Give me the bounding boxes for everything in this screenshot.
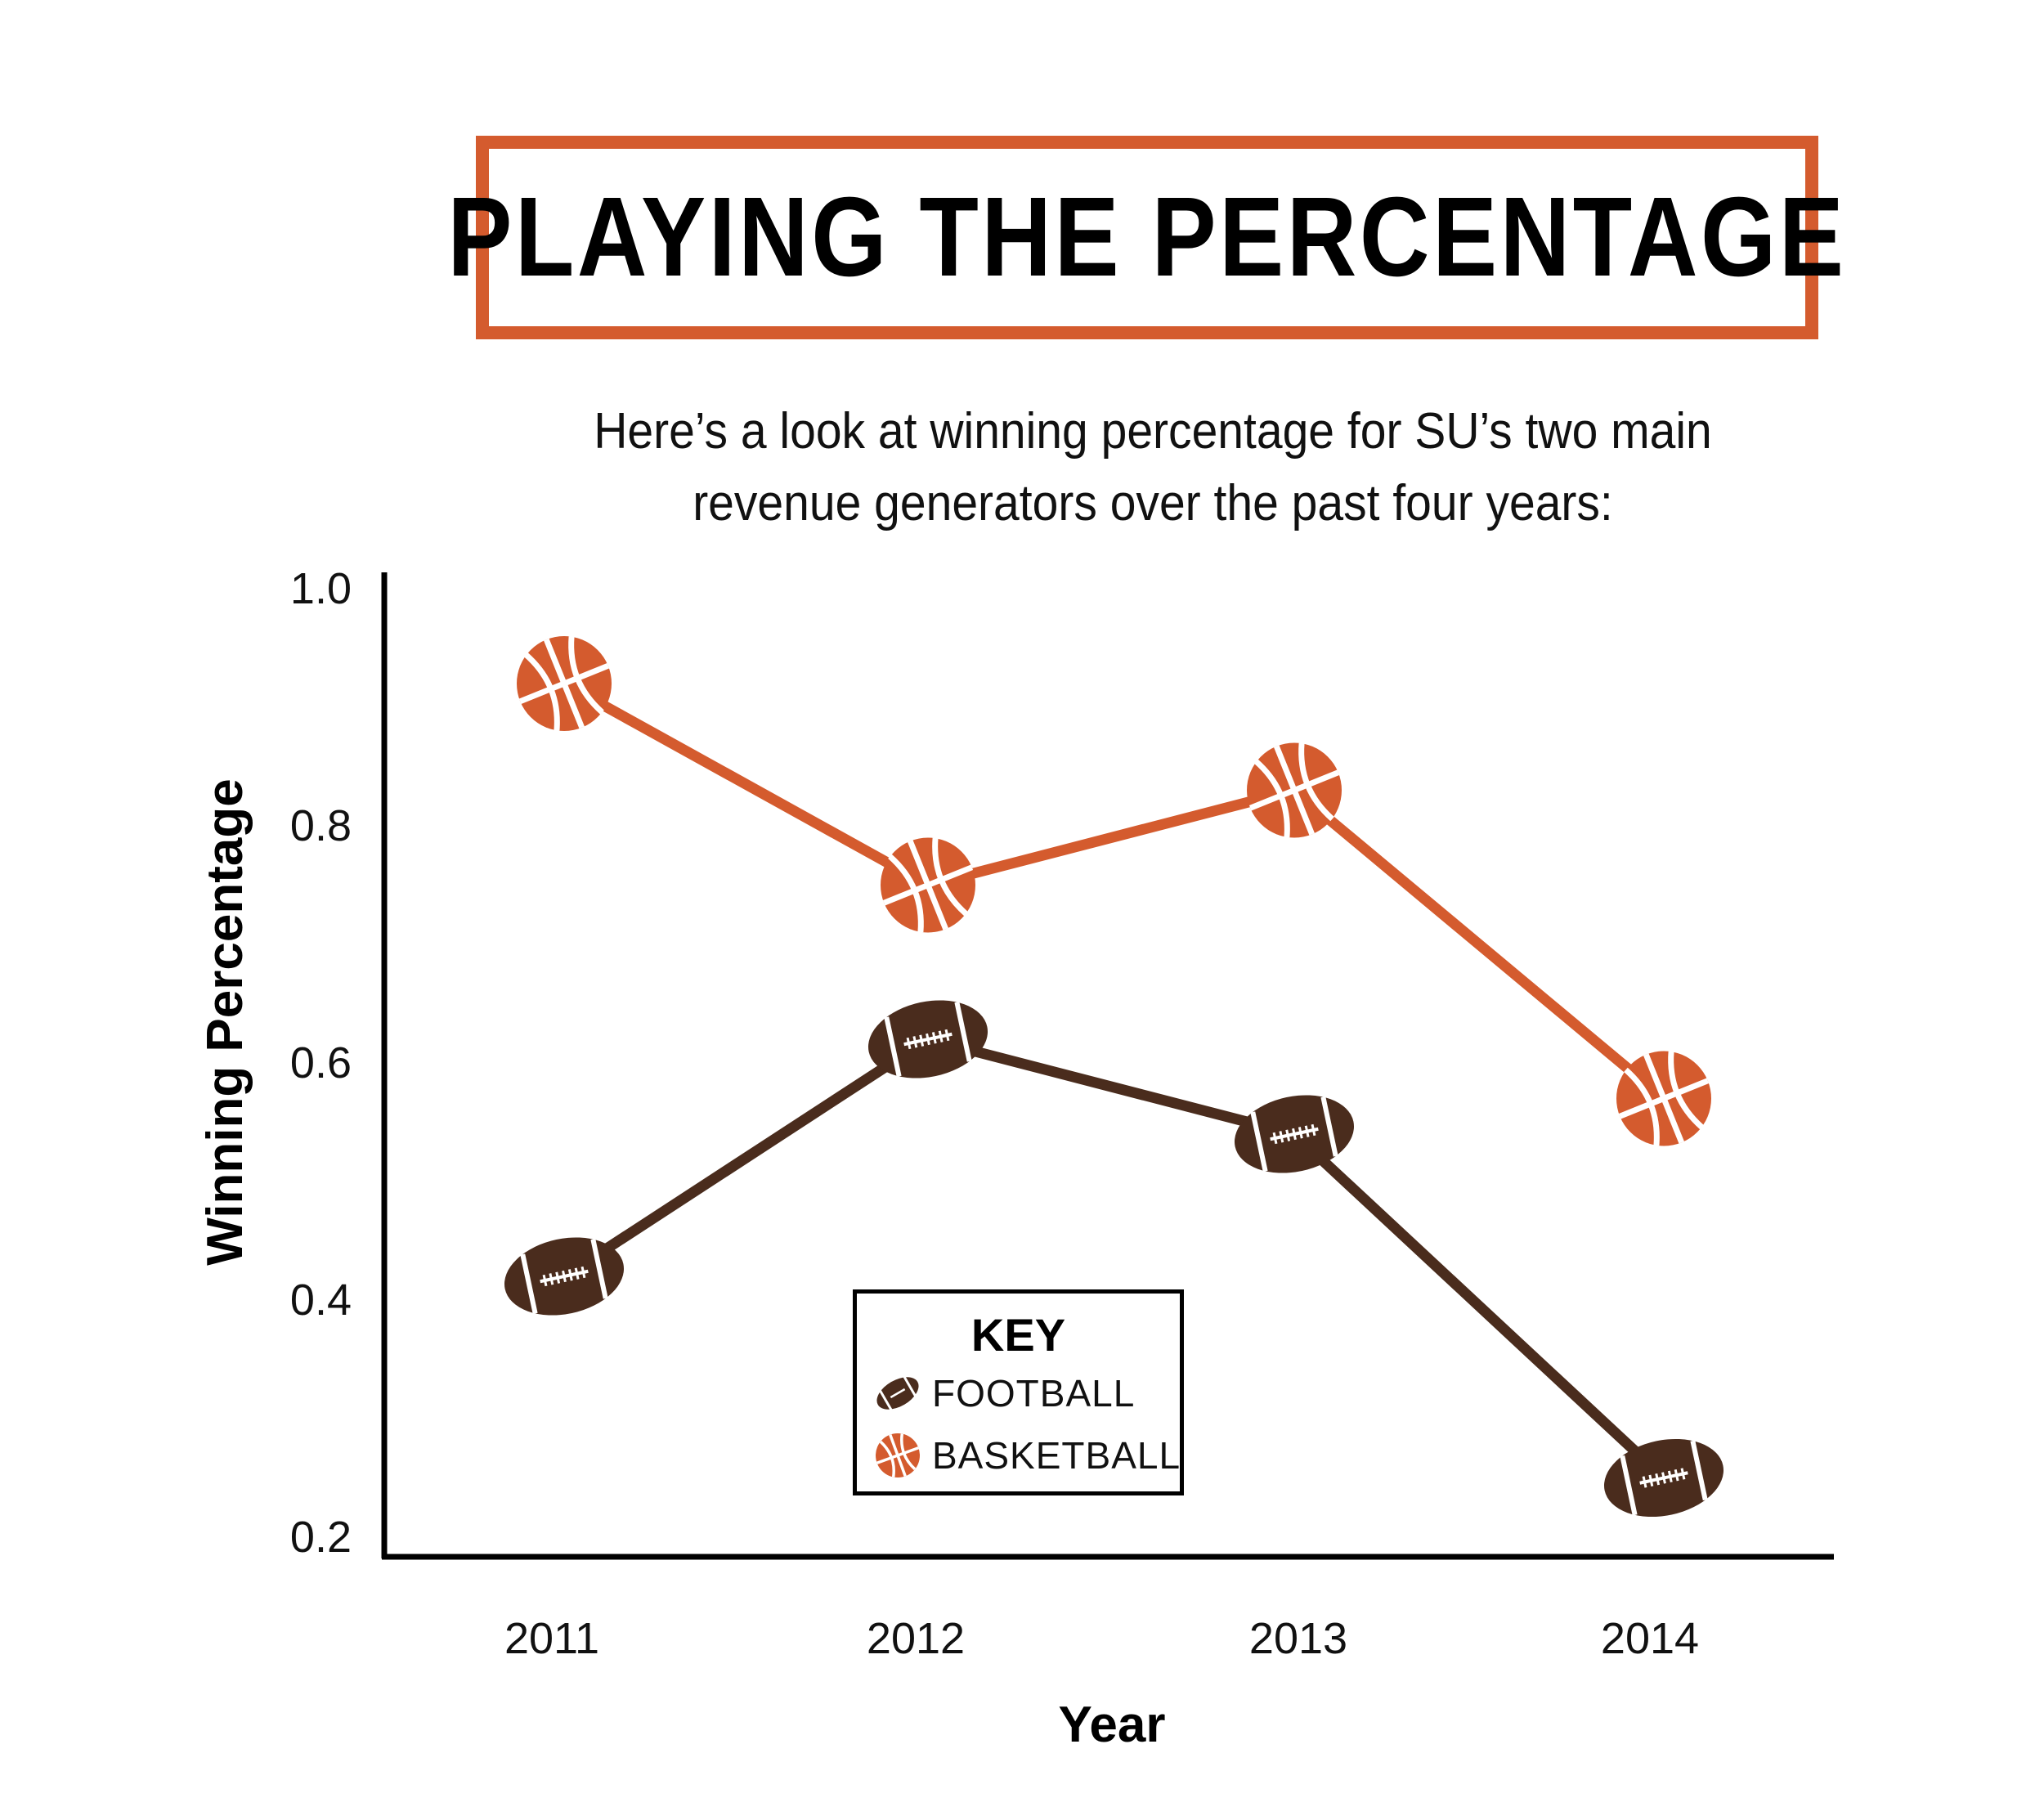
basketball-point	[1616, 1051, 1711, 1146]
legend-label-football: FOOTBALL	[932, 1372, 1136, 1415]
x-axis-title: Year	[1058, 1697, 1165, 1753]
y-tick-label: 0.6	[290, 1038, 352, 1087]
legend: KEY FOOTBALL BASKETBALL	[853, 1289, 1184, 1495]
y-tick-labels: 1.0 0.8 0.6 0.4 0.2	[290, 564, 352, 1562]
y-tick-label: 0.4	[290, 1276, 352, 1325]
basketball-icon	[876, 1433, 920, 1477]
basketball-series-line	[561, 679, 1668, 1103]
y-tick-label: 0.2	[290, 1513, 352, 1562]
x-tick-label: 2014	[1601, 1614, 1699, 1663]
football-point	[1234, 1095, 1355, 1173]
football-icon	[876, 1374, 919, 1413]
basketball-point	[881, 837, 975, 933]
y-tick-label: 1.0	[290, 564, 352, 613]
football-series-line	[561, 1034, 1668, 1482]
subtitle-line-1: Here’s a look at winning percentage for …	[594, 403, 1712, 460]
y-axis-title: Winning Percentage	[197, 778, 253, 1265]
subtitle-line-2: revenue generators over the past four ye…	[693, 475, 1613, 531]
title-box: PLAYING THE PERCENTAGE	[447, 136, 1844, 339]
football-point	[867, 1000, 988, 1078]
x-tick-label: 2011	[504, 1614, 599, 1663]
legend-item-basketball: BASKETBALL	[873, 1431, 1181, 1480]
football-point	[1603, 1438, 1724, 1518]
series-lines	[561, 679, 1668, 1482]
chart-title: PLAYING THE PERCENTAGE	[447, 174, 1847, 300]
x-tick-label: 2012	[867, 1614, 965, 1663]
x-tick-labels: 2011 2012 2013 2014	[504, 1614, 1699, 1663]
y-tick-label: 0.8	[290, 801, 352, 850]
legend-title: KEY	[970, 1309, 1066, 1361]
chart-subtitle: Here’s a look at winning percentage for …	[574, 396, 1732, 540]
series-markers	[504, 636, 1724, 1518]
basketball-point	[517, 636, 612, 731]
legend-item-football: FOOTBALL	[873, 1369, 1135, 1418]
legend-label-basketball: BASKETBALL	[932, 1434, 1181, 1477]
basketball-point	[1247, 742, 1342, 838]
axes	[381, 572, 1834, 1560]
football-point	[504, 1237, 625, 1316]
x-tick-label: 2013	[1249, 1614, 1347, 1663]
